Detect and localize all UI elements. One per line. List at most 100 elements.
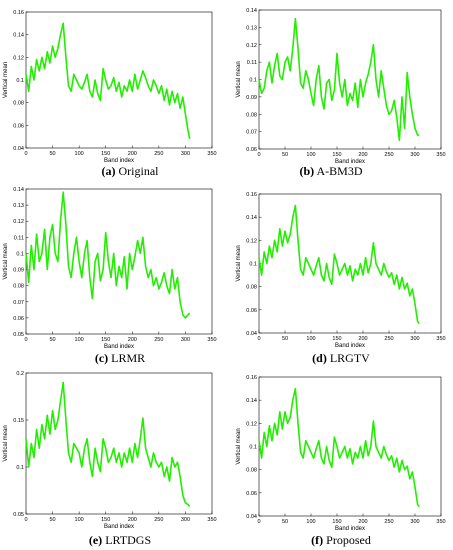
series-line <box>25 22 191 140</box>
plot-frame <box>258 193 442 334</box>
panel-lrmr: 0 50 100 150 200 250 300 350 0.05 0.06 0.07 0.08 0.0… <box>0 184 226 367</box>
x-tick-label: 100 <box>306 519 315 525</box>
y-tick-label: 0.05 <box>13 332 24 338</box>
caption-text: LRTDGS <box>105 533 152 547</box>
x-tick-label: 0 <box>257 336 260 342</box>
x-tick-label: 250 <box>384 152 393 158</box>
x-tick-label: 100 <box>75 337 84 343</box>
y-tick-label: 0.12 <box>246 238 257 244</box>
y-tick-label: 0.2 <box>16 371 24 377</box>
caption-text: A-BM3D <box>316 164 363 178</box>
y-axis-label: Vertical mean <box>236 61 242 97</box>
y-tick-label: 0.13 <box>246 25 257 31</box>
x-tick-label: 350 <box>207 337 216 343</box>
series-line <box>258 204 420 325</box>
y-tick-label: 0.08 <box>13 284 24 290</box>
plot-frame <box>25 188 213 335</box>
caption-text: Original <box>118 164 159 178</box>
y-tick-label: 0.04 <box>246 331 257 337</box>
y-tick-label: 0.12 <box>13 55 24 61</box>
x-tick-label: 50 <box>50 151 56 157</box>
x-tick-label: 300 <box>410 519 419 525</box>
y-tick-label: 0.14 <box>246 8 257 14</box>
y-tick-label: 0.1 <box>16 78 24 84</box>
x-tick-label: 0 <box>257 519 260 525</box>
x-tick-label: 50 <box>50 517 56 523</box>
x-tick-label: 300 <box>410 336 419 342</box>
x-tick-label: 0 <box>24 517 27 523</box>
x-tick-label: 250 <box>154 517 163 523</box>
y-tick-label: 0.12 <box>13 219 24 225</box>
caption-letter: (e) <box>88 533 103 547</box>
y-tick-label: 0.06 <box>246 491 257 497</box>
plot-frame <box>258 9 442 150</box>
caption-letter: (c) <box>94 351 109 365</box>
y-tick-label: 0.16 <box>246 375 257 381</box>
y-axis-label: Vertical mean <box>3 243 9 279</box>
y-tick-label: 0.04 <box>13 146 24 152</box>
x-tick-label: 100 <box>75 517 84 523</box>
y-tick-label: 0.06 <box>13 123 24 129</box>
x-tick-label: 250 <box>384 336 393 342</box>
y-tick-label: 0.14 <box>246 398 257 404</box>
y-tick-label: 0.14 <box>246 215 257 221</box>
y-tick-label: 0.1 <box>16 251 24 257</box>
x-tick-label: 100 <box>306 152 315 158</box>
x-tick-label: 0 <box>257 152 260 158</box>
x-tick-label: 50 <box>282 519 288 525</box>
y-tick-label: 0.08 <box>246 468 257 474</box>
y-tick-label: 0.08 <box>246 285 257 291</box>
x-tick-label: 150 <box>101 151 110 157</box>
x-tick-label: 150 <box>332 519 341 525</box>
caption-letter: (d) <box>312 351 327 365</box>
series-line <box>258 17 420 142</box>
x-tick-label: 0 <box>24 151 27 157</box>
y-tick-label: 0.11 <box>247 60 257 66</box>
caption-proposed: (f) Proposed <box>226 533 453 548</box>
chart-lrgtv: 0 50 100 150 200 250 300 350 0.04 0.06 0.08 0.1 0.12… <box>236 192 446 349</box>
x-tick-label: 200 <box>128 337 137 343</box>
series-line <box>258 387 420 508</box>
caption-a-bm3d: (b) A-BM3D <box>226 164 436 179</box>
x-tick-label: 50 <box>282 336 288 342</box>
panel-lrtdgs: 0 50 100 150 200 250 300 350 0.05 0.1 0.15 0.2 Band … <box>0 367 226 550</box>
x-tick-label: 350 <box>207 517 216 523</box>
y-tick-label: 0.09 <box>13 268 24 274</box>
y-axis-label: Vertical mean <box>236 428 242 464</box>
x-tick-label: 350 <box>207 151 216 157</box>
x-tick-label: 150 <box>101 337 110 343</box>
x-tick-label: 100 <box>75 151 84 157</box>
x-tick-label: 0 <box>24 337 27 343</box>
x-axis-label: Band index <box>335 159 365 165</box>
y-tick-label: 0.1 <box>249 445 257 451</box>
series-line <box>25 381 191 508</box>
x-tick-label: 50 <box>282 152 288 158</box>
y-tick-label: 0.08 <box>246 112 257 118</box>
y-tick-label: 0.1 <box>249 78 257 84</box>
x-tick-label: 200 <box>358 336 367 342</box>
x-axis-label: Band index <box>104 158 134 164</box>
panel-a-bm3d: 0 50 100 150 200 250 300 350 0.06 0.07 0.08 0.09 0.1… <box>226 0 453 184</box>
y-tick-label: 0.09 <box>246 95 257 101</box>
x-axis-label: Band index <box>104 524 134 530</box>
y-axis-label: Vertical mean <box>3 425 9 461</box>
x-tick-label: 150 <box>332 336 341 342</box>
caption-letter: (f) <box>311 533 324 547</box>
plot-frame <box>25 11 213 149</box>
x-tick-label: 200 <box>128 517 137 523</box>
caption-text: LRGTV <box>329 351 370 365</box>
y-tick-label: 0.16 <box>13 10 24 16</box>
x-tick-label: 150 <box>332 152 341 158</box>
y-tick-label: 0.07 <box>13 300 24 306</box>
y-tick-label: 0.13 <box>13 203 24 209</box>
x-axis-label: Band index <box>104 344 134 350</box>
x-tick-label: 100 <box>306 336 315 342</box>
x-tick-label: 200 <box>358 519 367 525</box>
x-tick-label: 200 <box>358 152 367 158</box>
y-tick-label: 0.15 <box>13 418 24 424</box>
caption-lrtdgs: (e) LRTDGS <box>0 533 240 548</box>
x-tick-label: 350 <box>436 336 445 342</box>
y-tick-label: 0.14 <box>13 187 24 193</box>
panel-original: 0 50 100 150 200 250 300 350 0.04 0.06 0.08 0.1 0.12… <box>0 0 226 184</box>
y-tick-label: 0.08 <box>13 101 24 107</box>
